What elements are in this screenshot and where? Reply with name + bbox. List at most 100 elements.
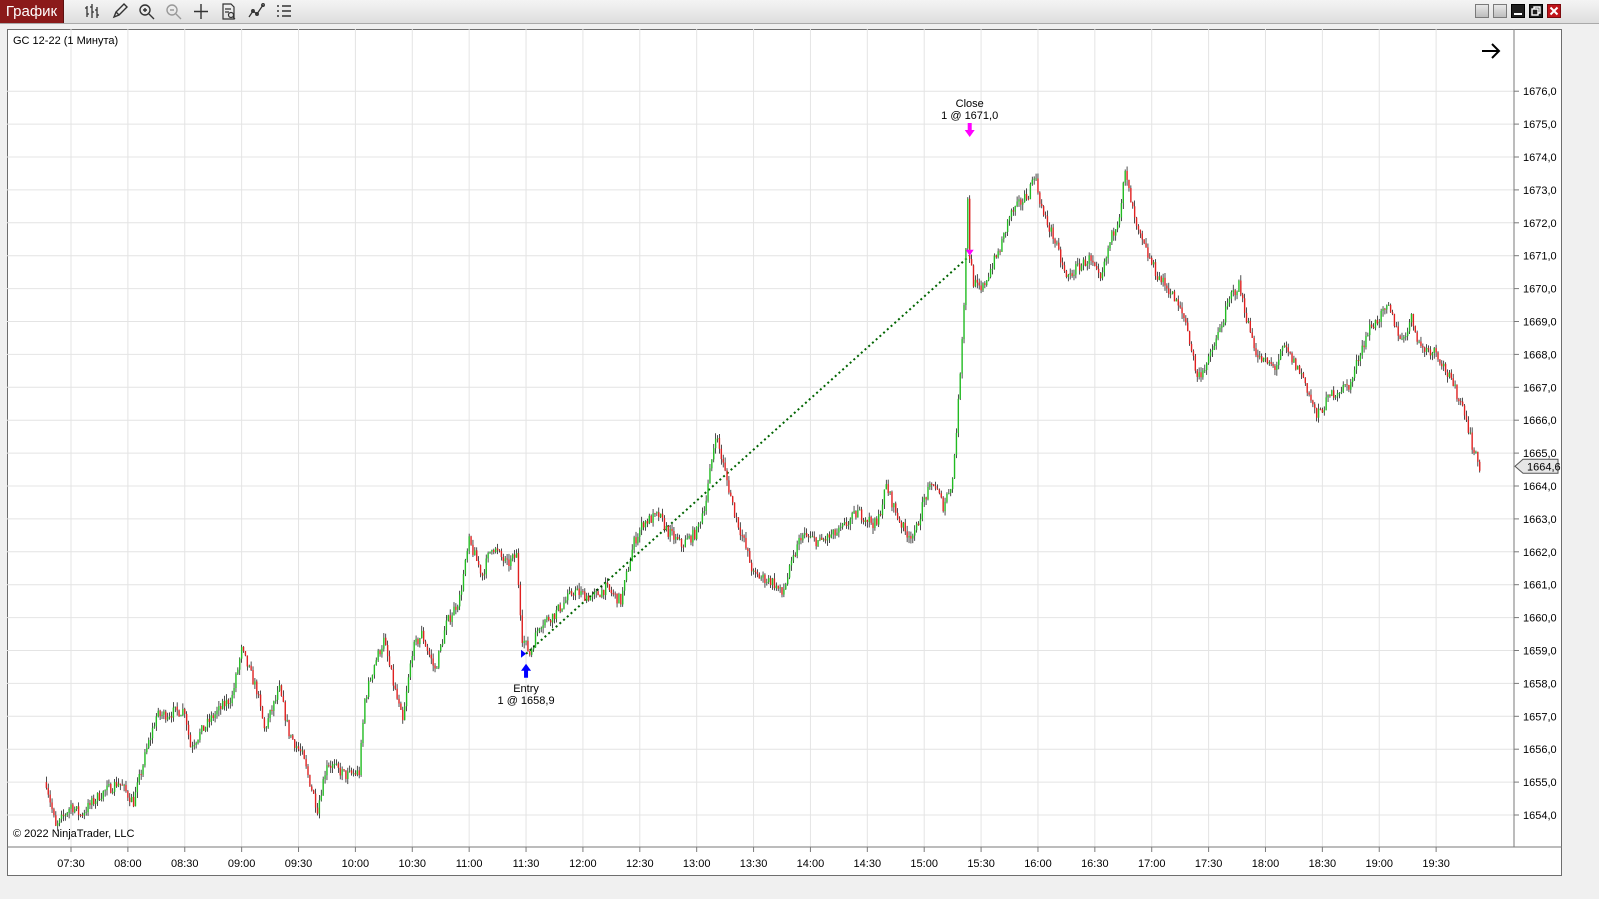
candle — [851, 511, 853, 525]
candle-body — [788, 565, 791, 578]
candle-body — [108, 783, 110, 786]
candle-body — [1446, 372, 1449, 377]
candle — [303, 749, 305, 760]
candle-body — [1198, 372, 1200, 377]
crosshair-icon[interactable] — [191, 2, 211, 21]
last-price-label: 1664,6 — [1527, 461, 1561, 473]
candle-body — [362, 722, 364, 744]
candle — [333, 759, 336, 769]
link-button-1-icon[interactable] — [1475, 4, 1489, 18]
y-tick-label: 1670,0 — [1523, 284, 1557, 296]
candle-body — [451, 615, 453, 622]
candle — [1107, 245, 1109, 264]
chart-panel[interactable] — [7, 29, 1562, 876]
candle-body — [1071, 273, 1073, 276]
candle-body — [64, 815, 67, 817]
candle — [1025, 188, 1028, 201]
candle-body — [1257, 355, 1259, 358]
data-box-icon[interactable] — [219, 2, 239, 21]
candle — [297, 742, 300, 752]
candle — [764, 573, 766, 588]
zoom-in-icon[interactable] — [137, 2, 157, 21]
candle — [836, 528, 838, 536]
candle-body — [1406, 331, 1409, 337]
candle — [614, 591, 616, 599]
minimize-icon[interactable] — [1511, 4, 1525, 18]
candle-body — [1359, 355, 1361, 362]
x-tick-label: 15:30 — [967, 858, 995, 870]
candle — [1160, 275, 1162, 285]
candle — [931, 482, 933, 491]
indicators-icon[interactable] — [246, 2, 266, 21]
candle — [1333, 386, 1335, 401]
x-tick-label: 12:30 — [626, 858, 654, 870]
candle-body — [931, 483, 933, 485]
candle — [140, 769, 142, 780]
candle — [405, 685, 408, 712]
candle — [443, 625, 446, 644]
candle — [953, 453, 956, 480]
x-tick-label: 18:00 — [1252, 858, 1280, 870]
candle — [879, 510, 882, 517]
candle-body — [1050, 227, 1052, 232]
candle — [1405, 332, 1407, 341]
y-tick-label: 1672,0 — [1523, 218, 1557, 230]
candle-body — [563, 602, 565, 609]
candle-body — [809, 536, 812, 538]
candle-body — [574, 590, 577, 596]
candle — [212, 712, 214, 721]
candle — [1450, 369, 1452, 380]
close-icon[interactable] — [1547, 4, 1561, 18]
candle — [239, 657, 241, 676]
candle-body — [1427, 347, 1430, 350]
candle — [159, 709, 161, 720]
candle — [595, 588, 597, 598]
candle-body — [411, 655, 413, 664]
drawing-tools-icon[interactable] — [110, 2, 130, 21]
candle-body — [295, 746, 298, 748]
arrow-right-icon[interactable] — [1480, 40, 1502, 62]
bar-type-icon[interactable] — [82, 2, 102, 21]
candle — [1164, 273, 1166, 291]
candle — [108, 779, 110, 788]
candle-body — [195, 742, 197, 745]
candle — [627, 566, 630, 573]
candle-body — [929, 483, 931, 488]
candle-body — [1018, 199, 1020, 202]
tab-chart[interactable]: График — [0, 0, 64, 23]
candle-body — [969, 198, 971, 260]
candle — [1181, 302, 1183, 319]
restore-icon[interactable] — [1529, 4, 1543, 18]
candle-body — [413, 641, 415, 656]
candle-body — [593, 592, 595, 595]
candle-body — [356, 770, 358, 775]
candle-body — [1046, 216, 1049, 226]
candle — [1200, 367, 1202, 382]
candle — [1236, 290, 1238, 300]
candle-body — [1114, 229, 1117, 236]
candle-body — [1145, 243, 1147, 248]
zoom-out-icon[interactable] — [164, 2, 184, 21]
candle-body — [1035, 178, 1037, 180]
x-tick-label: 09:30 — [285, 858, 313, 870]
candle — [623, 579, 626, 596]
candle — [1080, 263, 1083, 272]
properties-list-icon[interactable] — [274, 2, 294, 21]
candle-body — [1327, 394, 1329, 398]
candle — [312, 789, 315, 794]
candle-body — [216, 710, 218, 715]
candle — [45, 776, 48, 790]
candle — [961, 336, 963, 379]
candle — [1245, 307, 1248, 324]
candle — [1206, 362, 1208, 375]
candle-body — [367, 681, 370, 698]
candle — [912, 533, 914, 544]
link-button-2-icon[interactable] — [1493, 4, 1507, 18]
candle — [1376, 315, 1379, 326]
candle — [77, 802, 80, 821]
candle — [1154, 259, 1157, 280]
candle — [136, 777, 139, 799]
candle — [697, 522, 700, 533]
candle-body — [1215, 338, 1217, 346]
